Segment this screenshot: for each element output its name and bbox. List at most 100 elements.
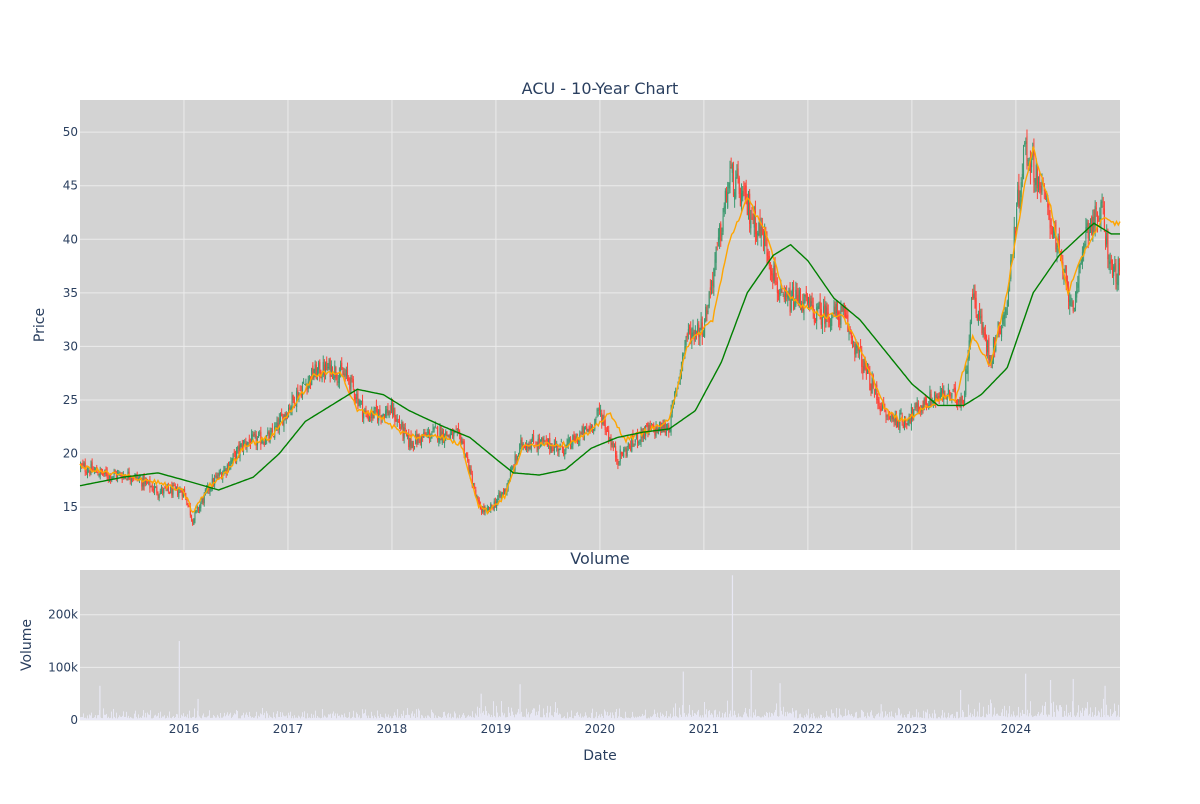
volume-bar [401,713,402,720]
volume-bar [486,710,487,720]
volume-bar [460,718,461,720]
volume-bar [373,718,374,720]
candle-down [245,442,247,446]
volume-bar [777,716,778,720]
volume-bar [835,717,836,720]
volume-bar [550,706,551,720]
candle-up [596,408,598,416]
candle-up [1077,283,1079,288]
volume-bar [504,713,505,720]
candle-up [933,396,936,406]
candle-down [576,437,579,444]
candle-up [512,466,514,469]
volume-bar [125,716,126,720]
volume-bar [773,715,774,720]
candle-down [994,338,996,351]
volume-bar [515,714,516,720]
candle-down [1036,169,1038,189]
volume-bar [392,718,393,720]
volume-bar [801,717,802,720]
volume-bar [83,713,84,720]
volume-bar [737,717,738,720]
volume-bar [1094,714,1095,720]
volume-bar [778,716,779,720]
candle-down [132,477,134,479]
volume-bar [570,717,571,720]
volume-bar [1111,715,1112,720]
volume-bar [904,714,905,720]
volume-bar [897,715,898,720]
volume-bar [240,718,241,720]
volume-bar [567,712,568,720]
candle-up [1016,209,1018,233]
candle-up [175,486,178,488]
volume-bar [503,715,504,720]
candle-up [594,418,596,430]
candle-up [710,282,713,289]
price-y-tick-label: 25 [63,393,78,407]
volume-bar [335,713,336,720]
candle-down [545,439,547,440]
volume-bar [332,713,333,720]
candle-down [253,433,255,436]
volume-bar [1087,702,1088,720]
volume-bar [565,718,566,720]
volume-bar [385,713,386,720]
volume-bar [159,718,160,720]
volume-bar [249,711,250,720]
volume-bar [342,714,343,720]
volume-bar [140,717,141,720]
candle-down [372,411,374,419]
volume-bar [410,717,411,720]
candle-up [566,443,568,446]
price-y-tick-label: 15 [63,500,78,514]
candle-up [899,413,901,431]
candle-down [1018,185,1020,207]
volume-bar [880,713,881,720]
candle-up [1064,270,1066,273]
candle-up [178,491,180,498]
candle-up [1085,227,1087,239]
volume-bar [591,712,592,720]
candle-up [1092,216,1094,238]
volume-bar [1058,711,1059,720]
volume-spike-bar [779,683,781,720]
candle-down [533,435,535,444]
candle-down [238,444,240,454]
volume-bar [371,711,372,720]
candle-down [935,394,937,402]
candle-down [1102,205,1104,207]
volume-bar [259,716,260,720]
volume-bar [428,715,429,720]
candle-up [550,445,552,452]
volume-bar [698,709,699,720]
volume-bar [234,713,235,720]
candle-down [891,414,893,420]
volume-bar [815,718,816,720]
candle-down [329,358,331,378]
candle-down [972,293,974,299]
volume-bar [350,718,351,720]
volume-bar [620,716,621,720]
volume-bar [274,716,275,720]
candle-down [1050,224,1052,227]
volume-bar [242,715,243,720]
volume-bar [973,716,974,720]
candle-down [157,494,159,497]
date-axis-label: Date [583,748,616,764]
candle-down [367,413,369,421]
volume-bar [705,714,706,720]
candle-down [976,314,978,320]
candle-up [642,429,644,439]
candle-up [908,416,910,422]
volume-bar [707,717,708,720]
candle-down [478,499,480,505]
candle-down [398,420,401,426]
volume-bar [884,716,885,720]
volume-bar [648,717,649,720]
volume-bar [594,718,595,720]
candle-down [643,429,646,437]
volume-bar [951,714,952,720]
volume-bar [641,716,642,720]
candle-up [787,295,789,299]
